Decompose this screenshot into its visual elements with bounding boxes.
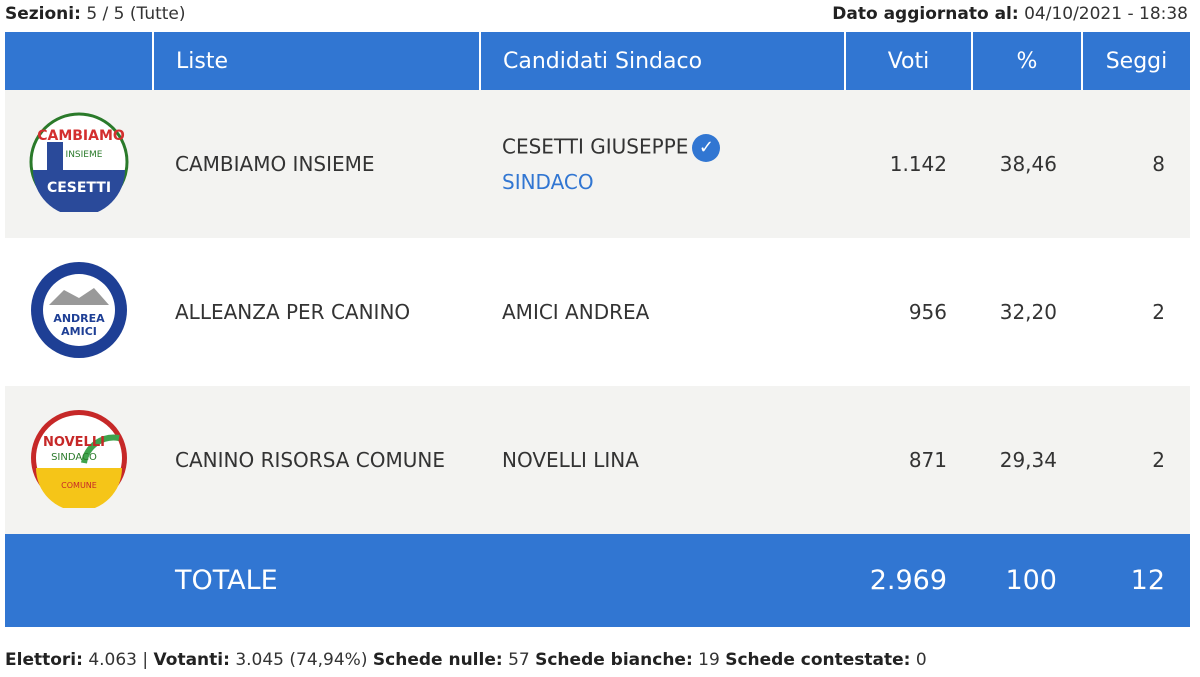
- elected-label: SINDACO: [502, 170, 594, 194]
- bianche-value: 19: [698, 650, 720, 670]
- list-logo: CAMBIAMO INSIEME CESETTI: [5, 90, 153, 238]
- candidato-name: CESETTI GIUSEPPE: [502, 134, 689, 159]
- sezioni-label: Sezioni:: [5, 4, 81, 24]
- contestate-value: 0: [915, 650, 927, 670]
- contestate-label: Schede contestate:: [725, 650, 911, 670]
- table-row: ANDREA AMICI ALLEANZA PER CANINO AMICI A…: [5, 238, 1190, 386]
- elettori-value: 4.063 |: [88, 650, 149, 670]
- header-logo: [5, 32, 153, 90]
- voti-value: 956: [908, 300, 947, 324]
- perc-value: 29,34: [999, 448, 1057, 472]
- alleanza-per-canino-logo-icon: ANDREA AMICI: [31, 261, 127, 358]
- perc-value: 38,46: [999, 152, 1057, 176]
- bianche-label: Schede bianche:: [535, 650, 693, 670]
- total-label: TOTALE: [175, 565, 278, 596]
- summary-footer: Elettori: 4.063 | Votanti: 3.045 (74,94%…: [5, 650, 927, 670]
- updated-value: 04/10/2021 - 18:38: [1024, 4, 1188, 24]
- sezioni-value: 5 / 5 (Tutte): [86, 4, 186, 24]
- svg-text:NOVELLI: NOVELLI: [43, 435, 105, 450]
- verified-check-icon: ✓: [692, 134, 721, 162]
- seggi-value: 2: [1152, 300, 1165, 324]
- update-info: Dato aggiornato al: 04/10/2021 - 18:38: [832, 4, 1188, 24]
- votanti-label: Votanti:: [153, 650, 230, 670]
- header-liste: Liste: [152, 32, 480, 90]
- lista-name: CANINO RISORSA COMUNE: [175, 448, 445, 472]
- total-perc: 100: [1005, 565, 1057, 596]
- candidato-cell: CESETTI GIUSEPPE ✓ SINDACO: [480, 90, 845, 238]
- svg-text:AMICI: AMICI: [61, 325, 97, 338]
- candidato-name: AMICI ANDREA: [502, 300, 650, 324]
- header-seggi: Seggi: [1081, 32, 1190, 90]
- total-voti: 2.969: [869, 565, 947, 596]
- svg-text:CAMBIAMO: CAMBIAMO: [37, 128, 125, 144]
- svg-text:SINDACO: SINDACO: [51, 452, 97, 463]
- total-empty-2: [480, 534, 845, 627]
- lista-name: CAMBIAMO INSIEME: [175, 152, 375, 176]
- results-table: Liste Candidati Sindaco Voti % Seggi CAM…: [5, 32, 1190, 627]
- list-logo: NOVELLI SINDACO COMUNE: [5, 386, 153, 534]
- elettori-label: Elettori:: [5, 650, 83, 670]
- table-header: Liste Candidati Sindaco Voti % Seggi: [5, 32, 1190, 90]
- svg-text:CESETTI: CESETTI: [47, 180, 111, 196]
- total-row: TOTALE 2.969 100 12: [5, 534, 1190, 627]
- nulle-value: 57: [508, 650, 530, 670]
- svg-text:INSIEME: INSIEME: [66, 150, 103, 160]
- candidato-name: NOVELLI LINA: [502, 448, 639, 472]
- total-seggi: 12: [1130, 565, 1165, 596]
- total-empty: [5, 534, 153, 627]
- seggi-value: 8: [1152, 152, 1165, 176]
- table-row: NOVELLI SINDACO COMUNE CANINO RISORSA CO…: [5, 386, 1190, 534]
- nulle-label: Schede nulle:: [372, 650, 503, 670]
- svg-text:COMUNE: COMUNE: [61, 481, 97, 490]
- voti-value: 871: [908, 448, 947, 472]
- voti-value: 1.142: [889, 152, 947, 176]
- header-perc: %: [971, 32, 1082, 90]
- sezioni-info: Sezioni: 5 / 5 (Tutte): [5, 4, 186, 24]
- updated-label: Dato aggiornato al:: [832, 4, 1019, 24]
- table-row: CAMBIAMO INSIEME CESETTI CAMBIAMO INSIEM…: [5, 90, 1190, 238]
- svg-text:ANDREA: ANDREA: [53, 312, 105, 325]
- perc-value: 32,20: [999, 300, 1057, 324]
- header-candidati: Candidati Sindaco: [479, 32, 845, 90]
- seggi-value: 2: [1152, 448, 1165, 472]
- votanti-value: 3.045 (74,94%): [235, 650, 368, 670]
- header-voti: Voti: [844, 32, 972, 90]
- lista-name: ALLEANZA PER CANINO: [175, 300, 411, 324]
- canino-risorsa-comune-logo-icon: NOVELLI SINDACO COMUNE: [31, 409, 127, 511]
- list-logo: ANDREA AMICI: [5, 238, 153, 386]
- cambiamo-insieme-logo-icon: CAMBIAMO INSIEME CESETTI: [29, 112, 129, 216]
